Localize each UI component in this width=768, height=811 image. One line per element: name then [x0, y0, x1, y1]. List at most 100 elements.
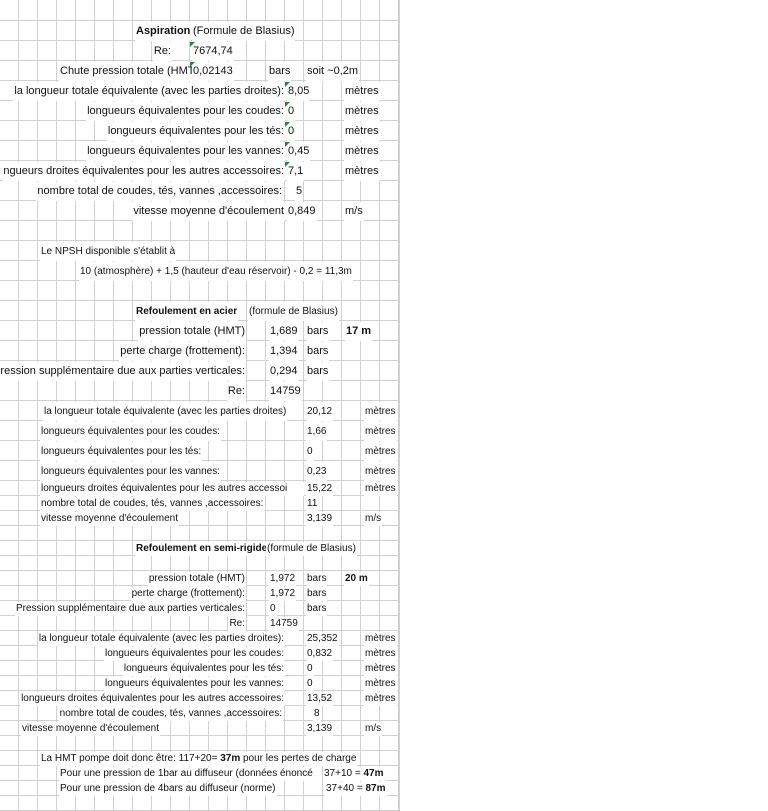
semi-top-label-2: Pression supplémentaire due aux parties … [14, 602, 246, 616]
re-value[interactable]: 7674,74 [192, 42, 234, 61]
acier-unit-1: mètres [364, 422, 397, 441]
pressure-1bar-result: 37+10 = 47m [323, 767, 385, 781]
acier-value-4[interactable]: 15,22 [306, 482, 334, 496]
acier-value-2[interactable]: 0 [306, 442, 314, 461]
semi-title: Refoulement en semi-rigide [135, 542, 269, 556]
comment-marker[interactable] [285, 162, 290, 167]
semi-value-1[interactable]: 0,832 [306, 647, 334, 661]
asp-value-2[interactable]: 0 [287, 122, 296, 141]
asp-label-0: la longueur totale équivalente (avec les… [13, 82, 285, 101]
comment-marker[interactable] [285, 142, 290, 147]
semi-formula: (formule de Blasius) [266, 542, 357, 556]
semi-value-3[interactable]: 0 [306, 677, 314, 691]
acier-top-unit-0: bars [306, 322, 330, 341]
acier-label-6: vitesse moyenne d'écoulement [40, 512, 179, 526]
acier-unit-3: mètres [364, 462, 397, 481]
asp-unit-0: mètres [344, 82, 380, 101]
asp-unit-4: mètres [344, 162, 380, 181]
aspiration-title: Aspiration [135, 22, 192, 41]
semi-unit-0: mètres [364, 632, 397, 646]
acier-unit-2: mètres [364, 442, 397, 461]
pressure-1bar-calc: 37+10 = [324, 768, 364, 779]
semi-top-unit-0: bars [306, 572, 328, 586]
aspiration-formula: (Formule de Blasius) [192, 22, 296, 41]
npsh-line-2: 10 (atmosphère) + 1,5 (hauteur d'eau rés… [79, 262, 353, 281]
semi-label-6: vitesse moyenne d'écoulement [21, 722, 160, 736]
semi-unit-1: mètres [364, 647, 397, 661]
acier-label-1: longueurs équivalentes pour les coudes: [40, 422, 222, 441]
acier-label-5: nombre total de coudes, tés, vannes ,acc… [40, 497, 265, 511]
semi-value-2[interactable]: 0 [306, 662, 314, 676]
asp-value-6[interactable]: 0,849 [287, 202, 317, 221]
acier-value-6[interactable]: 3,139 [306, 512, 334, 526]
acier-top-value-0[interactable]: 1,689 [269, 322, 299, 341]
asp-label-5: nombre total de coudes, tés, vannes ,acc… [36, 182, 283, 201]
asp-unit-3: mètres [344, 142, 380, 161]
pressure-4bars-label: Pour une pression de 4bars au diffuseur … [59, 782, 277, 796]
hmt-conclusion-value: 37m [220, 753, 241, 764]
asp-value-0[interactable]: 8,05 [287, 82, 311, 101]
acier-top-value-3[interactable]: 14759 [269, 382, 302, 401]
semi-top-label-3: Re: [228, 617, 246, 631]
acier-top-value-1[interactable]: 1,394 [269, 342, 299, 361]
asp-label-2: longueurs équivalentes pour les tés: [106, 122, 285, 141]
acier-top-label-0: pression totale (HMT) [138, 322, 246, 341]
acier-unit-4: mètres [364, 482, 397, 496]
asp-value-4[interactable]: 7,1 [287, 162, 305, 181]
semi-top-label-0: pression totale (HMT) [147, 572, 246, 586]
semi-value-4[interactable]: 13,52 [306, 692, 334, 706]
asp-label-6: vitesse moyenne d'écoulement [132, 202, 285, 221]
acier-formula: (formule de Blasius) [248, 302, 339, 321]
semi-hmt-meters: 20 m [344, 572, 369, 586]
semi-value-5[interactable]: 8 [313, 707, 321, 721]
asp-unit-2: mètres [344, 122, 380, 141]
semi-top-value-1[interactable]: 1,972 [269, 587, 297, 601]
comment-marker[interactable] [190, 62, 195, 67]
chute-unit: bars [268, 62, 292, 81]
acier-value-0[interactable]: 20,12 [306, 402, 334, 421]
asp-label-1: longueurs équivalentes pour les coudes: [86, 102, 285, 121]
comment-marker[interactable] [190, 42, 195, 47]
semi-label-1: longueurs équivalentes pour les coudes: [103, 647, 285, 661]
hmt-conclusion-post: pour les pertes de charge [240, 753, 357, 764]
comment-marker[interactable] [285, 82, 290, 87]
semi-top-value-0[interactable]: 1,972 [269, 572, 297, 586]
asp-unit-1: mètres [344, 102, 380, 121]
acier-label-3: longueurs équivalentes pour les vannes: [40, 462, 222, 481]
chute-value[interactable]: 0,02143 [192, 62, 234, 81]
re-label: Re: [152, 42, 172, 61]
acier-top-value-2[interactable]: 0,294 [269, 362, 299, 381]
semi-top-unit-1: bars [306, 587, 328, 601]
semi-label-2: longueurs équivalentes pour les tés: [122, 662, 285, 676]
comment-marker[interactable] [285, 102, 290, 107]
pressure-4bars-result: 37+40 = 87m [325, 782, 387, 796]
semi-label-3: longueurs équivalentes pour les vannes: [103, 677, 285, 691]
acier-top-label-3: Re: [226, 382, 246, 401]
asp-value-5[interactable]: 5 [295, 182, 304, 201]
comment-marker[interactable] [285, 122, 290, 127]
semi-value-6[interactable]: 3,139 [306, 722, 334, 736]
semi-top-value-2[interactable]: 0 [269, 602, 277, 616]
acier-hmt-meters: 17 m [345, 322, 373, 341]
acier-top-label-2: ression supplémentaire due aux parties v… [0, 362, 246, 381]
semi-top-label-1: perte charge (frottement): [130, 587, 246, 601]
acier-unit-6: m/s [364, 512, 383, 526]
acier-value-1[interactable]: 1,66 [306, 422, 328, 441]
pressure-1bar-label: Pour une pression de 1bar au diffuseur (… [59, 767, 322, 781]
asp-label-4: ngueurs droites équivalentes pour les au… [2, 162, 285, 181]
semi-value-0[interactable]: 25,352 [306, 632, 339, 646]
pressure-1bar-value: 47m [363, 768, 384, 779]
acier-value-3[interactable]: 0,23 [306, 462, 328, 481]
semi-unit-3: mètres [364, 677, 397, 691]
hmt-conclusion: La HMT pompe doit donc être: 117+20= 37m… [40, 752, 358, 766]
asp-value-3[interactable]: 0,45 [287, 142, 311, 161]
grid-right-edge [399, 0, 400, 811]
asp-value-1[interactable]: 0 [287, 102, 296, 121]
acier-top-unit-1: bars [306, 342, 330, 361]
acier-value-5[interactable]: 11 [306, 497, 319, 511]
semi-top-value-3[interactable]: 14759 [269, 617, 299, 631]
chute-note: soit ~0,2m [306, 62, 360, 81]
asp-unit-6: m/s [344, 202, 364, 221]
acier-label-4: longueurs droites équivalentes pour les … [40, 482, 304, 496]
acier-top-unit-2: bars [306, 362, 330, 381]
